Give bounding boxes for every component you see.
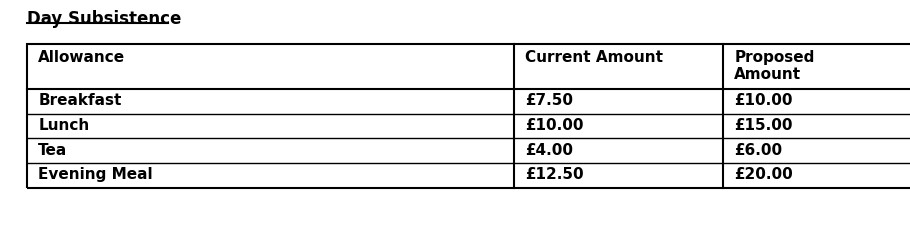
Text: Proposed
Amount: Proposed Amount bbox=[734, 50, 814, 82]
Text: Breakfast: Breakfast bbox=[38, 93, 122, 108]
Text: £4.00: £4.00 bbox=[525, 143, 573, 158]
Text: Current Amount: Current Amount bbox=[525, 50, 663, 65]
Text: Day Subsistence: Day Subsistence bbox=[27, 10, 182, 28]
Text: Tea: Tea bbox=[38, 143, 67, 158]
Text: £10.00: £10.00 bbox=[525, 118, 583, 133]
Text: £7.50: £7.50 bbox=[525, 93, 573, 108]
Text: £10.00: £10.00 bbox=[734, 93, 793, 108]
Text: £20.00: £20.00 bbox=[734, 167, 794, 183]
Text: £6.00: £6.00 bbox=[734, 143, 783, 158]
Text: Evening Meal: Evening Meal bbox=[38, 167, 153, 183]
Text: Allowance: Allowance bbox=[38, 50, 126, 65]
Text: Lunch: Lunch bbox=[38, 118, 89, 133]
Text: £12.50: £12.50 bbox=[525, 167, 583, 183]
Text: £15.00: £15.00 bbox=[734, 118, 793, 133]
